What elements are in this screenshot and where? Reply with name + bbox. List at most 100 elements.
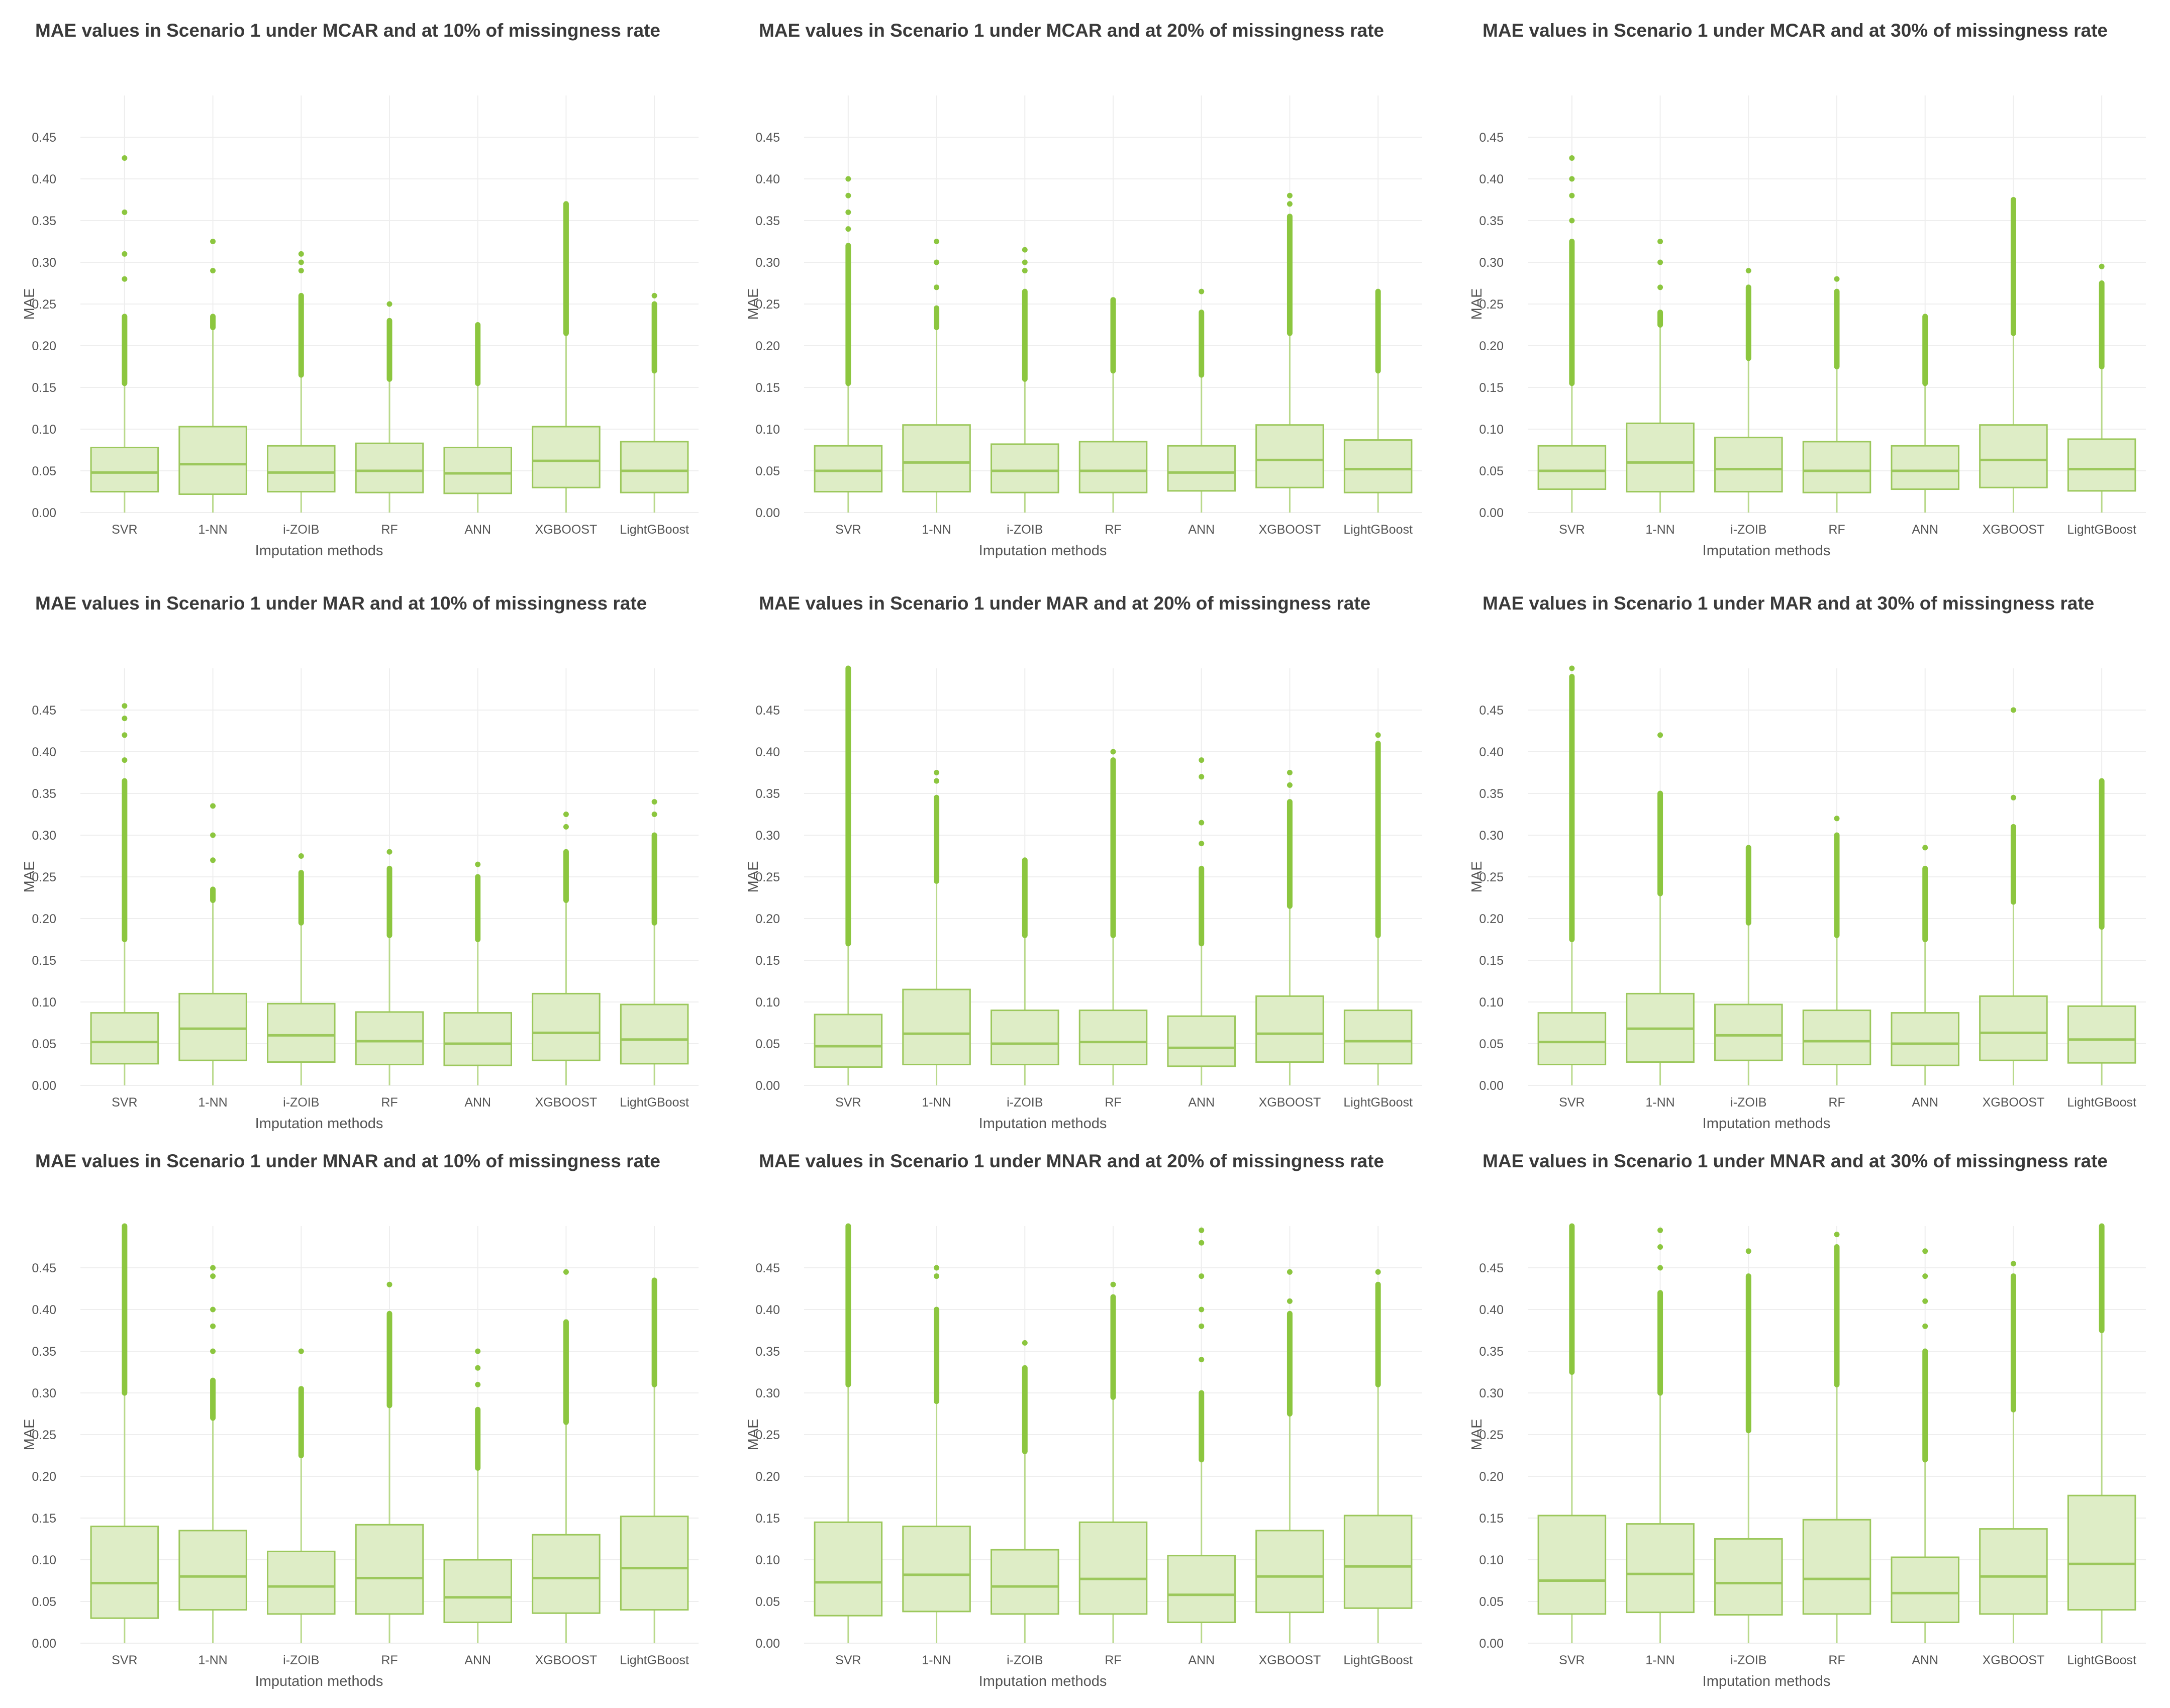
y-tick-label: 0.20 [1479,1470,1504,1484]
y-tick-label: 0.00 [755,1079,780,1093]
x-tick-label: XGBOOST [1259,1653,1321,1667]
outlier-point [1922,1298,1928,1304]
box-lightgboost [1343,288,1413,513]
chart-svg: 0.00 0.05 0.10 0.15 0.20 0.25 0.30 0.35 0.40 0.45… [1469,95,2146,559]
iqr-box [443,1012,512,1066]
box-lightgboost [620,292,689,513]
y-tick-label: 0.45 [755,704,780,718]
iqr-box [178,1530,247,1611]
y-tick-label: 0.40 [32,745,56,759]
x-tick-label: ANN [1912,523,1938,537]
outlier-point [845,176,851,182]
outlier-point [1834,1232,1840,1238]
y-tick-label: 0.30 [755,1386,780,1400]
iqr-box [1802,1519,1871,1615]
y-tick-label: 0.45 [32,704,56,718]
outlier-point [210,857,216,863]
x-tick-label: XGBOOST [535,1095,598,1110]
y-axis-label: MAE [22,1419,38,1451]
y-tick-label: 0.35 [1479,1345,1504,1359]
outlier-point [845,192,851,198]
iqr-box [1078,441,1148,493]
x-tick-label: LightGBoost [620,1653,689,1667]
y-tick-label: 0.30 [32,256,56,270]
iqr-box [1167,1015,1236,1067]
x-axis-label: Imputation methods [979,1116,1107,1132]
x-tick-label: LightGBoost [2067,1653,2136,1667]
outlier-point [1657,1227,1663,1233]
chart-title: MAE values in Scenario 1 under MAR and a… [759,593,1371,614]
box-svr [90,155,159,513]
outlier-point [1199,1273,1205,1279]
y-axis-label: MAE [1469,1419,1485,1451]
iqr-box [1537,1012,1607,1066]
box-xgboost [1979,707,2048,1085]
chart-title: MAE values in Scenario 1 under MCAR and … [1483,20,2108,41]
iqr-box [1343,439,1413,493]
y-tick-label: 0.40 [755,745,780,759]
x-tick-label: ANN [464,523,491,537]
y-tick-label: 0.20 [1479,912,1504,926]
y-tick-label: 0.25 [32,297,56,312]
y-tick-label: 0.10 [1479,423,1504,437]
iqr-box [1714,437,1783,492]
x-tick-label: 1-NN [198,523,227,537]
box-1-nn [902,770,971,1085]
y-tick-label: 0.25 [1479,297,1504,312]
x-tick-label: ANN [464,1095,491,1110]
iqr-box [814,1521,883,1617]
y-tick-label: 0.00 [32,506,56,520]
y-tick-label: 0.25 [1479,1428,1504,1442]
y-tick-label: 0.30 [1479,829,1504,843]
x-tick-label: 1-NN [198,1095,227,1110]
outlier-point [1834,816,1840,822]
box-1-nn [178,803,247,1085]
box-xgboost [1979,197,2048,513]
iqr-box [1979,424,2048,488]
x-tick-label: LightGBoost [1343,1095,1413,1110]
y-tick-label: 0.30 [32,1386,56,1400]
x-tick-label: SVR [112,1653,137,1667]
chart-svg: 0.00 0.05 0.10 0.15 0.20 0.25 0.30 0.35 0.40 0.45… [1469,1223,2146,1689]
iqr-box [532,1534,601,1614]
outlier-point [210,1323,216,1329]
x-tick-label: LightGBoost [1343,523,1413,537]
y-tick-label: 0.00 [1479,1079,1504,1093]
outlier-point [122,251,128,257]
y-tick-label: 0.05 [1479,464,1504,478]
outlier-point [845,226,851,232]
y-tick-label: 0.30 [755,829,780,843]
y-tick-label: 0.20 [32,912,56,926]
box-rf [1078,1281,1148,1643]
box-lightgboost [2067,1223,2136,1643]
x-tick-label: LightGBoost [1343,1653,1413,1667]
chart-svg: 0.00 0.05 0.10 0.15 0.20 0.25 0.30 0.35 0.40 0.45… [22,1223,699,1689]
outlier-point [1199,1357,1205,1363]
y-axis-label: MAE [745,1419,761,1451]
box-1-nn [1626,1227,1695,1643]
y-tick-label: 0.35 [1479,214,1504,228]
x-tick-label: RF [1105,1095,1121,1110]
y-tick-label: 0.45 [755,1261,780,1275]
outlier-point [122,276,128,282]
outlier-point [1657,1265,1663,1271]
x-tick-label: i-ZOIB [283,523,319,537]
x-axis-label: Imputation methods [1703,1116,1831,1132]
y-tick-label: 0.10 [32,423,56,437]
x-tick-label: RF [1828,523,1845,537]
iqr-box [532,426,601,488]
x-tick-label: 1-NN [1645,1095,1674,1110]
y-tick-label: 0.10 [1479,995,1504,1010]
box-ann [1167,757,1236,1085]
y-tick-label: 0.25 [32,1428,56,1442]
iqr-box [1979,995,2048,1061]
x-tick-label: RF [1105,1653,1121,1667]
chart-title: MAE values in Scenario 1 under MAR and a… [1483,593,2095,614]
y-tick-label: 0.15 [755,1512,780,1526]
outlier-point [563,1269,569,1275]
x-tick-label: RF [1828,1095,1845,1110]
outlier-point [1199,820,1205,826]
iqr-box [991,1010,1059,1065]
box-lightgboost [620,799,689,1085]
iqr-box [1537,1515,1607,1615]
